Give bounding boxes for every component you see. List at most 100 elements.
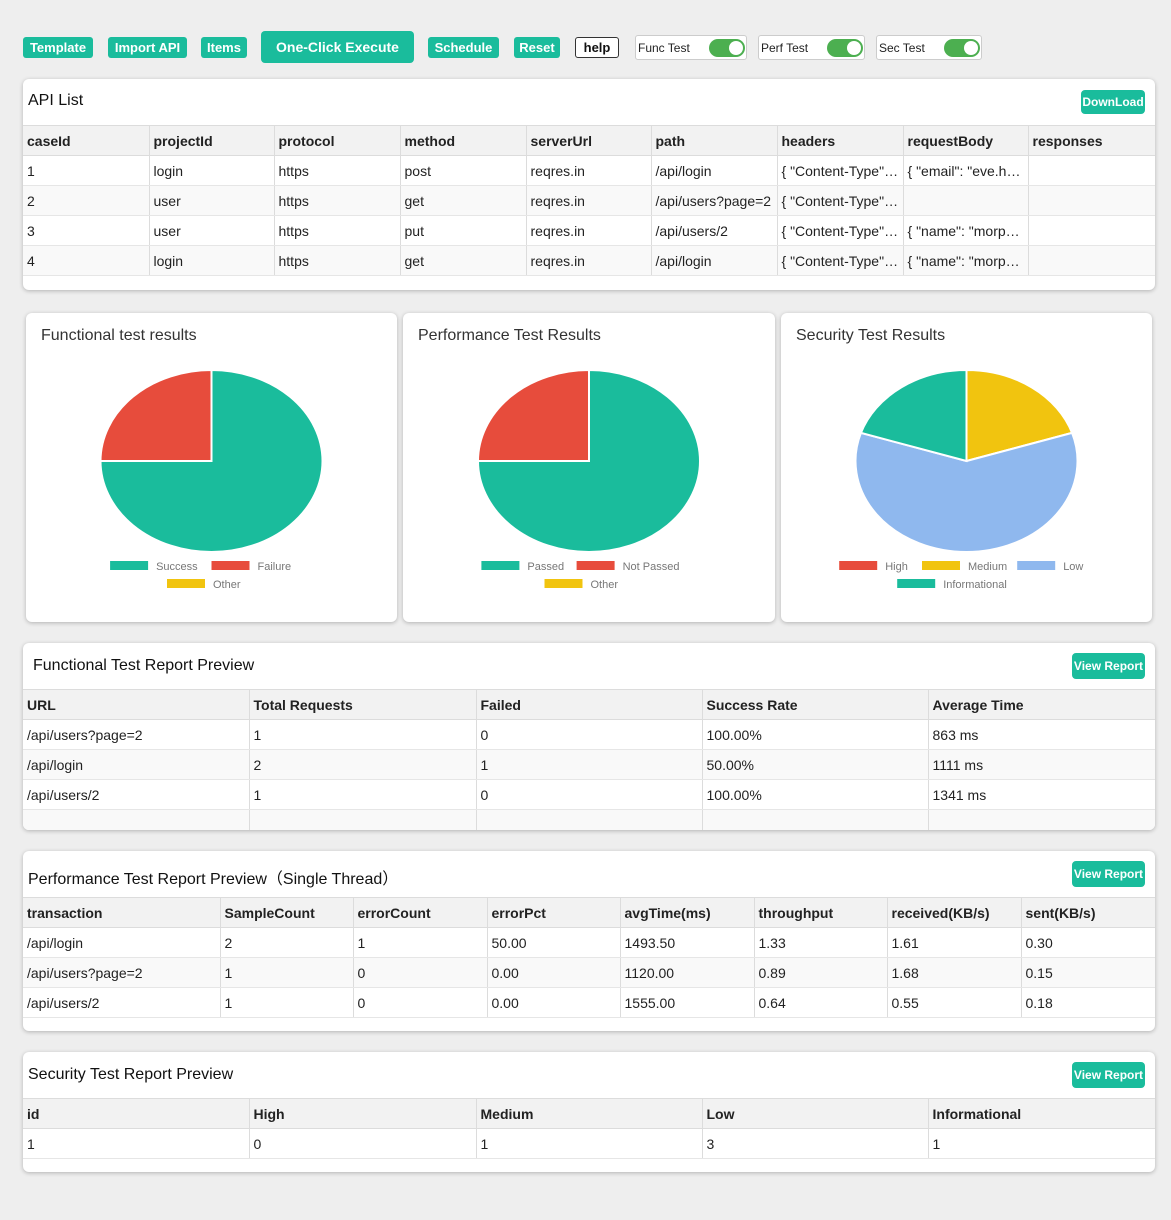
pie-slice-not-passed[interactable] xyxy=(476,368,590,462)
legend-swatch[interactable] xyxy=(110,561,149,570)
legend-label[interactable]: Other xyxy=(213,579,241,591)
table-cell: https xyxy=(274,185,401,216)
table-cell: 1 xyxy=(23,155,150,186)
table-row[interactable]: 1 login https post reqres.in /api/login … xyxy=(23,155,1155,186)
items-button[interactable]: Items xyxy=(201,37,247,58)
column-header[interactable]: errorPct xyxy=(487,897,621,928)
column-header[interactable]: received(KB/s) xyxy=(887,897,1022,928)
column-header[interactable]: SampleCount xyxy=(220,897,354,928)
table-cell: 1120.00 xyxy=(620,957,755,988)
legend-label[interactable]: Passed xyxy=(527,561,564,573)
column-header[interactable]: protocol xyxy=(274,125,401,156)
table-row[interactable]: 4 login https get reqres.in /api/login {… xyxy=(23,245,1155,276)
view-report-button[interactable]: View Report xyxy=(1072,653,1145,679)
column-header[interactable]: transaction xyxy=(23,897,221,928)
legend-label[interactable]: Low xyxy=(1063,561,1083,573)
table-row[interactable]: /api/users/2 1 0 100.00% 1341 ms xyxy=(23,779,1155,810)
template-button[interactable]: Template xyxy=(23,37,93,58)
table-cell: 0.89 xyxy=(754,957,888,988)
performance-report-title: Performance Test Report Preview（Single T… xyxy=(28,871,399,888)
table-cell: 1 xyxy=(249,719,477,750)
column-header[interactable]: Medium xyxy=(476,1098,703,1129)
view-report-button[interactable]: View Report xyxy=(1072,861,1145,887)
table-cell: https xyxy=(274,215,401,246)
column-header[interactable]: Success Rate xyxy=(702,689,929,720)
column-header[interactable]: Average Time xyxy=(928,689,1155,720)
download-button[interactable]: DownLoad xyxy=(1081,90,1145,114)
func-test-switch[interactable] xyxy=(709,38,745,57)
legend-swatch[interactable] xyxy=(576,561,615,570)
pie-slice-failure[interactable] xyxy=(99,368,213,462)
column-header[interactable]: throughput xyxy=(754,897,888,928)
table-row[interactable]: /api/users?page=2 1 0 100.00% 863 ms xyxy=(23,719,1155,750)
legend-label[interactable]: Medium xyxy=(968,561,1007,573)
column-header[interactable]: Informational xyxy=(928,1098,1155,1129)
legend-label[interactable]: Other xyxy=(591,579,619,591)
table-cell: get xyxy=(400,245,527,276)
table-cell xyxy=(928,809,1155,830)
table-row[interactable]: /api/users?page=2 1 0 0.00 1120.00 0.89 … xyxy=(23,957,1155,988)
table-row[interactable]: 3 user https put reqres.in /api/users/2 … xyxy=(23,215,1155,246)
legend-swatch[interactable] xyxy=(481,561,520,570)
pie-slice-informational[interactable] xyxy=(859,368,968,463)
chart-title: Performance Test Results xyxy=(418,327,601,344)
table-row[interactable]: /api/login 2 1 50.00 1493.50 1.33 1.61 0… xyxy=(23,927,1155,958)
api-list-card: API List DownLoad caseId projectId proto… xyxy=(23,79,1155,290)
table-row[interactable]: 1 0 1 3 1 xyxy=(23,1128,1155,1159)
column-header[interactable]: errorCount xyxy=(353,897,488,928)
table-cell: 1 xyxy=(249,779,477,810)
legend-label[interactable]: High xyxy=(885,561,908,573)
table-cell: /api/users/2 xyxy=(23,987,221,1018)
column-header[interactable]: Low xyxy=(702,1098,929,1129)
view-report-button[interactable]: View Report xyxy=(1072,1062,1145,1088)
column-header[interactable]: headers xyxy=(777,125,904,156)
column-header[interactable]: responses xyxy=(1028,125,1155,156)
table-cell: login xyxy=(149,245,275,276)
import-api-button[interactable]: Import API xyxy=(108,37,187,58)
pie-slice-medium[interactable] xyxy=(965,368,1074,463)
table-cell: 3 xyxy=(702,1128,929,1159)
legend-label[interactable]: Informational xyxy=(943,579,1007,591)
table-row[interactable]: /api/users/2 1 0 0.00 1555.00 0.64 0.55 … xyxy=(23,987,1155,1018)
table-cell: 100.00% xyxy=(702,779,929,810)
table-row[interactable]: /api/login 2 1 50.00% 1111 ms xyxy=(23,749,1155,780)
column-header[interactable]: path xyxy=(651,125,778,156)
legend-swatch[interactable] xyxy=(897,579,936,588)
table-header-row: URL Total Requests Failed Success Rate A… xyxy=(23,689,1155,720)
table-cell: /api/login xyxy=(23,927,221,958)
column-header[interactable]: Failed xyxy=(476,689,703,720)
legend-swatch[interactable] xyxy=(167,579,205,588)
table-cell: 0 xyxy=(476,779,703,810)
table-cell: user xyxy=(149,215,275,246)
schedule-button[interactable]: Schedule xyxy=(428,37,499,58)
column-header[interactable]: caseId xyxy=(23,125,150,156)
legend-swatch[interactable] xyxy=(544,579,583,588)
column-header[interactable]: High xyxy=(249,1098,477,1129)
sec-test-switch[interactable] xyxy=(944,38,980,57)
table-cell: https xyxy=(274,245,401,276)
table-row[interactable]: 2 user https get reqres.in /api/users?pa… xyxy=(23,185,1155,216)
column-header[interactable]: method xyxy=(400,125,527,156)
legend-label[interactable]: Success xyxy=(156,561,198,573)
column-header[interactable]: URL xyxy=(23,689,250,720)
column-header[interactable]: id xyxy=(23,1098,250,1129)
column-header[interactable]: projectId xyxy=(149,125,275,156)
legend-swatch[interactable] xyxy=(1017,561,1056,570)
table-cell xyxy=(476,809,703,830)
one-click-execute-button[interactable]: One-Click Execute xyxy=(261,31,414,63)
legend-swatch[interactable] xyxy=(839,561,878,570)
column-header[interactable]: avgTime(ms) xyxy=(620,897,755,928)
pie-slice-low[interactable] xyxy=(854,431,1079,553)
help-button[interactable]: help xyxy=(575,37,619,58)
legend-swatch[interactable] xyxy=(211,561,250,570)
reset-button[interactable]: Reset xyxy=(514,37,560,58)
legend-label[interactable]: Failure xyxy=(258,561,292,573)
column-header[interactable]: Total Requests xyxy=(249,689,477,720)
legend-label[interactable]: Not Passed xyxy=(623,561,680,573)
legend-swatch[interactable] xyxy=(922,561,960,570)
security-chart-card: Security Test Results High Medium Low Infor… xyxy=(781,313,1152,622)
column-header[interactable]: sent(KB/s) xyxy=(1021,897,1155,928)
column-header[interactable]: requestBody xyxy=(903,125,1029,156)
perf-test-switch[interactable] xyxy=(827,38,863,57)
column-header[interactable]: serverUrl xyxy=(526,125,652,156)
